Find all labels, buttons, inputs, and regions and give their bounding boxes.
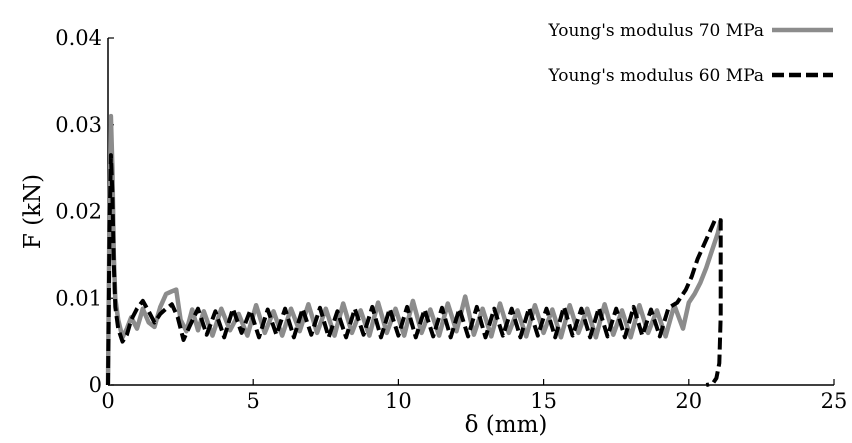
series-line-2: [106, 153, 723, 387]
x-tick-label: 25: [821, 389, 848, 413]
x-axis-label: δ (mm): [465, 412, 548, 438]
series-line-1: [105, 113, 723, 386]
legend-label: Young's modulus 70 MPa: [547, 21, 764, 41]
legend-label: Young's modulus 60 MPa: [547, 66, 764, 86]
y-tick-label: 0: [89, 373, 102, 397]
x-tick-label: 0: [101, 389, 114, 413]
legend: Young's modulus 70 MPa Young's modulus 60…: [547, 21, 833, 86]
x-ticks: 0 5 10 15 20 25: [101, 379, 847, 413]
x-tick-label: 5: [247, 389, 260, 413]
y-ticks: 0 0.01 0.02 0.03 0.04: [55, 26, 114, 397]
y-tick-label: 0.01: [55, 286, 102, 310]
axes: 0 5 10 15 20 25 0 0.01 0.02 0.03 0.04: [55, 26, 847, 413]
x-tick-label: 15: [530, 389, 557, 413]
y-axis-label: F (kN): [20, 174, 46, 249]
x-tick-label: 10: [385, 389, 412, 413]
x-tick-label: 20: [675, 389, 702, 413]
y-tick-label: 0.04: [55, 26, 102, 50]
series-layer: [105, 113, 723, 387]
y-tick-label: 0.03: [55, 113, 102, 137]
y-tick-label: 0.02: [55, 200, 102, 224]
